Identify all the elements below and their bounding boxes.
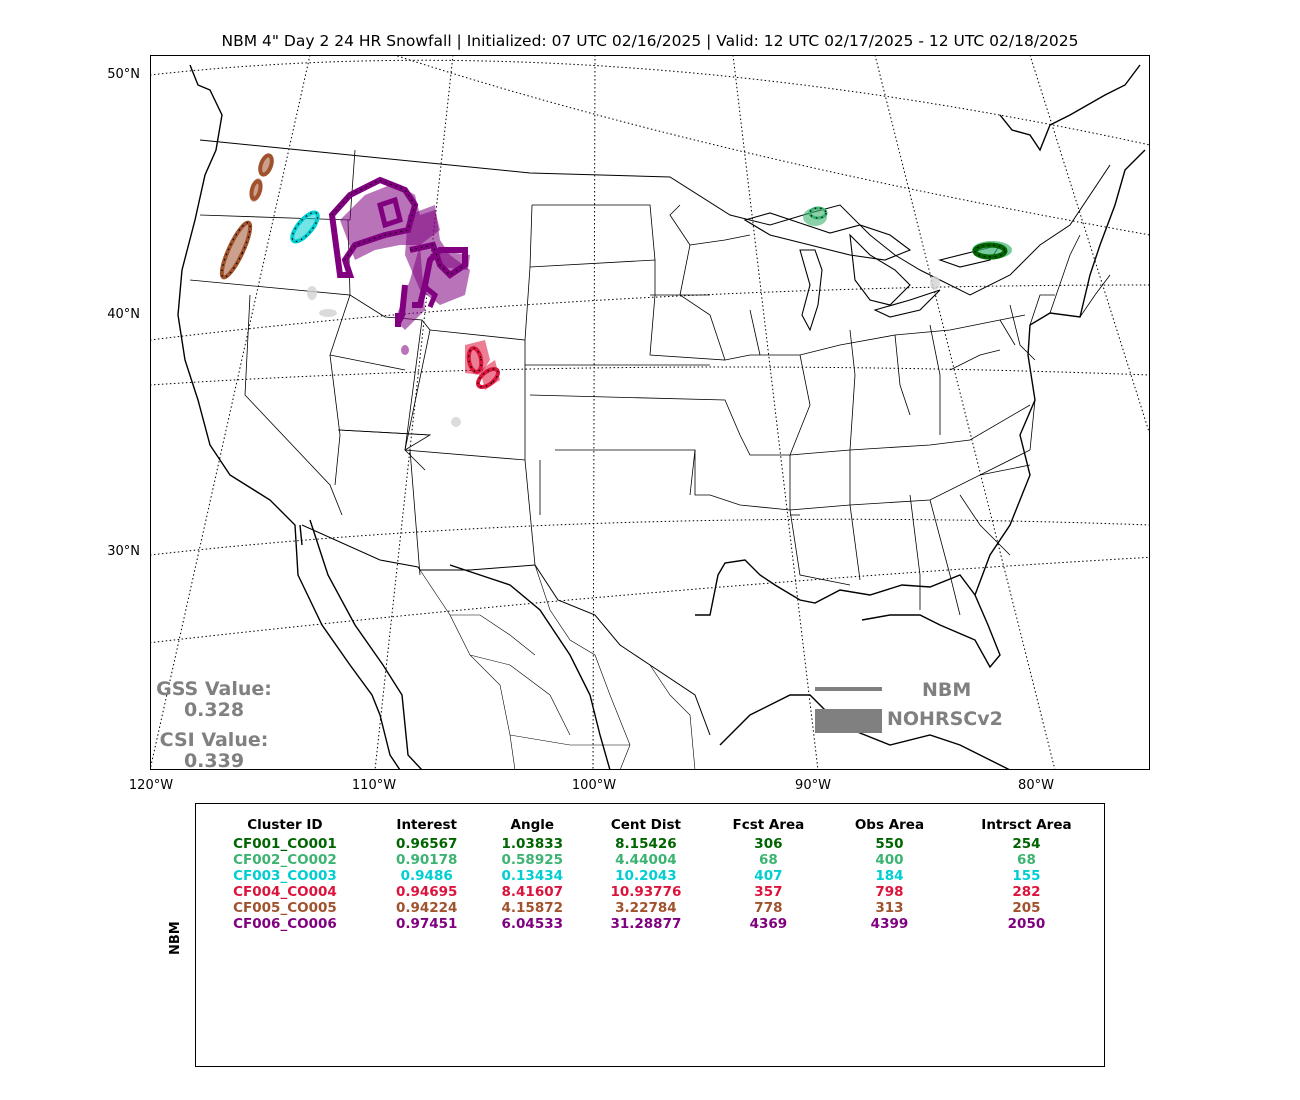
mexico-states bbox=[419, 564, 696, 770]
gss-label: GSS Value: bbox=[156, 678, 272, 700]
table-cell: CF005_CO005 bbox=[233, 900, 337, 916]
stats-table: Cluster ID Interest Angle Cent Dist Fcst… bbox=[196, 816, 1104, 932]
table-row: CF006_CO006 0.97451 6.04533 31.28877 4369 439… bbox=[196, 916, 1104, 932]
col-header: Intrsct Area bbox=[981, 817, 1072, 833]
table-row: CF005_CO005 0.94224 4.15872 3.22784 778 313 20… bbox=[196, 900, 1104, 916]
intl-border-south bbox=[301, 524, 711, 736]
stats-table-panel: Cluster ID Interest Angle Cent Dist Fcst… bbox=[195, 803, 1105, 1067]
table-cell: 155 bbox=[1012, 868, 1041, 884]
table-cell: 400 bbox=[875, 852, 904, 868]
csi-value: 0.339 bbox=[183, 750, 245, 772]
table-cell: 306 bbox=[754, 836, 783, 852]
cluster-cf004 bbox=[465, 340, 500, 390]
table-cell: 8.15426 bbox=[615, 836, 677, 852]
gss-value: 0.328 bbox=[183, 699, 245, 721]
col-header: Interest bbox=[396, 817, 457, 833]
table-cell: 0.90178 bbox=[395, 852, 458, 868]
table-cell: 550 bbox=[875, 836, 904, 852]
table-cell: 68 bbox=[758, 852, 778, 868]
table-cell: 10.2043 bbox=[615, 868, 677, 884]
table-cell: 6.04533 bbox=[501, 916, 564, 932]
table-row: CF003_CO003 0.9486 0.13434 10.2043 407 184 155 bbox=[196, 868, 1104, 884]
legend-nohrsc-label: NOHRSCv2 bbox=[887, 708, 1003, 730]
table-cell: 254 bbox=[1012, 836, 1041, 852]
table-cell: 0.94695 bbox=[395, 884, 458, 900]
table-cell: CF003_CO003 bbox=[233, 868, 337, 884]
table-cell: 4.44004 bbox=[615, 852, 677, 868]
col-header: Cent Dist bbox=[610, 817, 681, 833]
table-cell: 0.97451 bbox=[395, 916, 458, 932]
intl-border-north bbox=[199, 139, 1111, 296]
table-cell: 357 bbox=[754, 884, 783, 900]
col-header: Angle bbox=[510, 817, 555, 833]
legend-nbm-label: NBM bbox=[922, 679, 972, 701]
table-cell: CF006_CO006 bbox=[233, 916, 337, 932]
table-header-row: Cluster ID Interest Angle Cent Dist Fcst… bbox=[196, 816, 1104, 836]
table-cell: 4369 bbox=[749, 916, 788, 932]
great-lakes bbox=[743, 212, 1002, 332]
table-cell: CF001_CO001 bbox=[233, 836, 337, 852]
lat-label-40n: 40°N bbox=[107, 307, 140, 322]
table-cell: 1.03833 bbox=[501, 836, 564, 852]
table-cell: 8.41607 bbox=[501, 884, 564, 900]
col-header: Fcst Area bbox=[732, 817, 805, 833]
table-cell: CF002_CO002 bbox=[233, 852, 337, 868]
cluster-cf002 bbox=[803, 206, 828, 226]
lon-label-90w: 90°W bbox=[795, 778, 831, 793]
table-cell: 2050 bbox=[1007, 916, 1046, 932]
table-cell: 68 bbox=[1017, 852, 1036, 868]
table-row: CF002_CO002 0.90178 0.58925 4.44004 68 400 68 bbox=[196, 852, 1104, 868]
table-cell: 10.93776 bbox=[610, 884, 682, 900]
table-cell: 184 bbox=[875, 868, 904, 884]
table-cell: 0.96567 bbox=[395, 836, 458, 852]
minor-obs-areas bbox=[307, 276, 940, 427]
table-cell: 313 bbox=[875, 900, 904, 916]
table-cell: 205 bbox=[1012, 900, 1041, 916]
table-cell: 0.13434 bbox=[501, 868, 564, 884]
col-header: Obs Area bbox=[854, 817, 925, 833]
table-cell: 798 bbox=[875, 884, 904, 900]
table-cell: 0.58925 bbox=[501, 852, 564, 868]
lat-label-30n: 30°N bbox=[107, 544, 140, 559]
csi-label: CSI Value: bbox=[159, 729, 269, 751]
conus-map bbox=[150, 55, 1150, 770]
coastline bbox=[177, 64, 1146, 770]
table-cell: 407 bbox=[754, 868, 783, 884]
table-cell: 778 bbox=[754, 900, 783, 916]
table-cell: 4.15872 bbox=[501, 900, 564, 916]
map-title: NBM 4" Day 2 24 HR Snowfall | Initialize… bbox=[221, 32, 1079, 50]
table-cell: 31.28877 bbox=[610, 916, 682, 932]
lon-label-110w: 110°W bbox=[351, 778, 397, 793]
cluster-cf006 bbox=[328, 176, 470, 355]
cluster-cf003 bbox=[290, 210, 320, 244]
col-header: Cluster ID bbox=[247, 817, 323, 833]
table-row: CF001_CO001 0.96567 1.03833 8.15426 306 550 25… bbox=[196, 836, 1104, 852]
table-cell: 3.22784 bbox=[615, 900, 677, 916]
lon-label-100w: 100°W bbox=[571, 778, 617, 793]
table-side-label: NBM bbox=[168, 921, 183, 955]
table-cell: CF004_CO004 bbox=[233, 884, 337, 900]
legend-fill-swatch bbox=[815, 709, 882, 733]
table-row: CF004_CO004 0.94695 8.41607 10.93776 357 798 2… bbox=[196, 884, 1104, 900]
cluster-cf005 bbox=[219, 153, 274, 280]
lon-label-120w: 120°W bbox=[128, 778, 174, 793]
lat-label-50n: 50°N bbox=[107, 67, 140, 82]
table-cell: 0.94224 bbox=[395, 900, 458, 916]
lon-label-80w: 80°W bbox=[1018, 778, 1054, 793]
cluster-cf001 bbox=[972, 241, 1012, 260]
table-cell: 282 bbox=[1012, 884, 1041, 900]
table-cell: 0.9486 bbox=[400, 868, 453, 884]
map-panel bbox=[150, 55, 1150, 770]
state-boundaries bbox=[189, 149, 1111, 616]
table-cell: 4399 bbox=[870, 916, 909, 932]
graticule bbox=[150, 55, 1150, 770]
